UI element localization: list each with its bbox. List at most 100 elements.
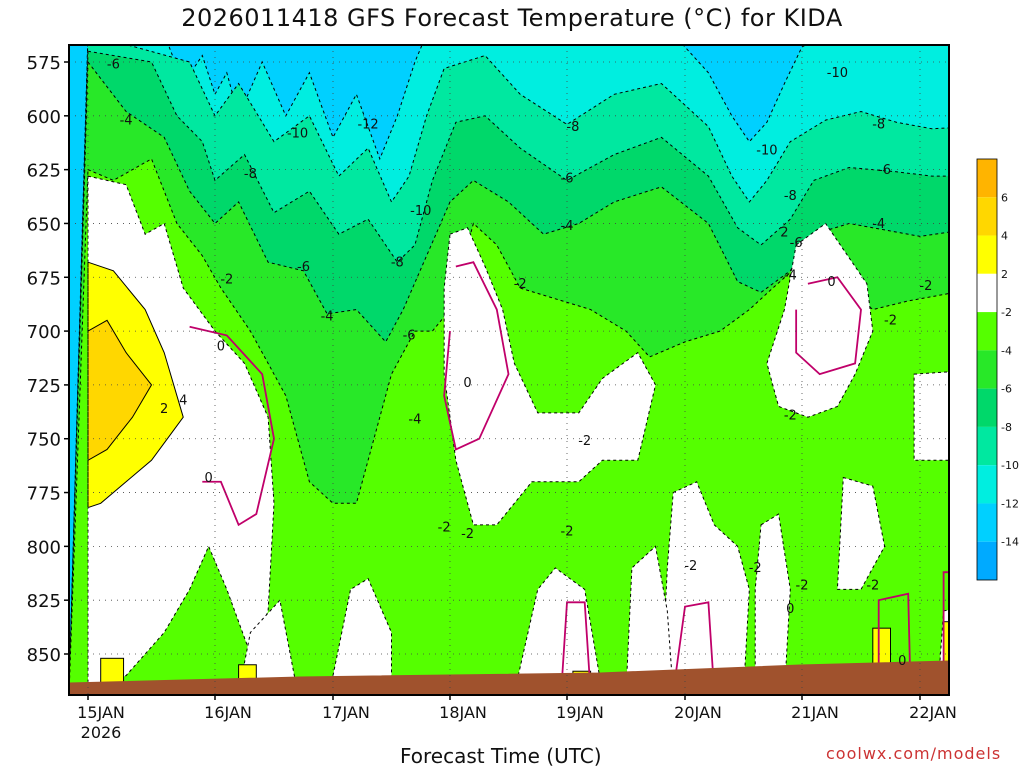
x-tick-label: 19JAN bbox=[556, 703, 604, 722]
contour-label: -4 bbox=[784, 268, 797, 283]
x-axis: 15JAN 16JAN 17JAN 18JAN 19JAN 20JAN 21JAN 22JAN… bbox=[77, 695, 957, 742]
y-axis: 575 600 625 650 675 700 725 750 775 800 825 850 bbox=[27, 53, 69, 666]
band-above-freezing-2 bbox=[766, 222, 874, 418]
colorbar-swatch bbox=[977, 350, 997, 389]
x-tick-label: 16JAN bbox=[204, 703, 252, 722]
colorbar-swatch bbox=[977, 503, 997, 542]
credit-link[interactable]: coolwx.com/models bbox=[826, 744, 1002, 763]
y-tick-label: 575 bbox=[27, 53, 61, 74]
contour-label: -6 bbox=[107, 57, 120, 72]
colorbar-swatch bbox=[977, 465, 997, 504]
colorbar-label: -2 bbox=[1001, 306, 1012, 319]
colorbar-swatch bbox=[977, 388, 997, 427]
contour-label: -6 bbox=[403, 329, 416, 344]
contour-label: 0 bbox=[786, 602, 794, 617]
y-tick-label: 625 bbox=[27, 161, 61, 182]
freezing-contour-6 bbox=[560, 601, 592, 693]
freezing-contour-4 bbox=[942, 571, 949, 693]
contour-label: -4 bbox=[561, 219, 574, 234]
contour-label: -2 bbox=[749, 561, 762, 576]
x-axis-title: Forecast Time (UTC) bbox=[400, 744, 602, 768]
contour-label: -2 bbox=[438, 520, 451, 535]
y-tick-label: 725 bbox=[27, 376, 61, 397]
x-tick-label: 21JAN bbox=[791, 703, 839, 722]
contour-label: -8 bbox=[244, 167, 257, 182]
x-tick-year-label: 2026 bbox=[81, 723, 122, 742]
contour-label: 0 bbox=[217, 339, 225, 354]
y-tick-label: 850 bbox=[27, 645, 61, 666]
y-tick-label: 750 bbox=[27, 430, 61, 451]
colorbar-label: -8 bbox=[1001, 421, 1012, 434]
contour-label: -4 bbox=[120, 113, 133, 128]
contour-label: -2 bbox=[514, 277, 527, 292]
colorbar-swatch bbox=[977, 197, 997, 236]
contour-label: -10 bbox=[756, 144, 777, 159]
freezing-contour-1 bbox=[443, 261, 510, 451]
contour-label: -8 bbox=[391, 256, 404, 271]
band-above-freezing-3 bbox=[913, 371, 949, 461]
y-tick-label: 825 bbox=[27, 591, 61, 612]
band-plus-4 bbox=[87, 319, 153, 462]
band-above-freezing-4 bbox=[660, 481, 750, 694]
colorbar-label: 2 bbox=[1001, 268, 1008, 281]
band-above-freezing-7 bbox=[332, 577, 392, 694]
y-tick-label: 800 bbox=[27, 537, 61, 558]
contour-label: -12 bbox=[357, 118, 378, 133]
colorbar-label: 4 bbox=[1001, 230, 1008, 243]
contour-label: -4 bbox=[321, 309, 334, 324]
contour-label: -6 bbox=[561, 172, 574, 187]
chart-title: 2026011418 GFS Forecast Temperature (°C)… bbox=[181, 4, 843, 32]
contour-label: -2 bbox=[866, 578, 879, 593]
plot-frame bbox=[68, 44, 950, 696]
colorbar-label: 6 bbox=[1001, 191, 1008, 204]
x-tick-label: 22JAN bbox=[909, 703, 957, 722]
x-tick-label: 15JAN bbox=[77, 703, 125, 722]
contour-label: -2 bbox=[561, 525, 574, 540]
contour-label: -10 bbox=[827, 66, 848, 81]
colorbar-frame bbox=[976, 158, 998, 581]
contour-label: 0 bbox=[205, 471, 213, 486]
contour-label: 0 bbox=[463, 376, 471, 391]
y-tick-label: 650 bbox=[27, 214, 61, 235]
y-tick-label: 775 bbox=[27, 484, 61, 505]
freezing-contour-5 bbox=[672, 601, 716, 693]
colorbar-swatch bbox=[977, 159, 997, 198]
colorbar: 6 4 2 -2 -4 -6 -8 -10 -12 -14 bbox=[976, 158, 1019, 581]
y-tick-label: 700 bbox=[27, 322, 61, 343]
contour-label: -2 bbox=[796, 578, 809, 593]
contour-label: 0 bbox=[827, 275, 835, 290]
contour-label: -2 bbox=[919, 279, 932, 294]
contour-label: -4 bbox=[408, 413, 421, 428]
x-tick-label: 20JAN bbox=[674, 703, 722, 722]
temperature-fill bbox=[69, 45, 949, 695]
freezing-contour-0 bbox=[189, 325, 275, 527]
grid-lines bbox=[69, 45, 949, 695]
contour-label: -2 bbox=[220, 273, 233, 288]
contour-label: -6 bbox=[297, 260, 310, 275]
colorbar-swatch bbox=[977, 235, 997, 274]
freezing-contour-3 bbox=[877, 592, 912, 693]
colorbar-swatch bbox=[977, 273, 997, 313]
contour-label: -8 bbox=[784, 189, 797, 204]
terrain bbox=[69, 660, 949, 695]
colorbar-swatch bbox=[977, 541, 997, 580]
y-tick-label: 675 bbox=[27, 268, 61, 289]
contour-label: -2 bbox=[461, 527, 474, 542]
x-tick-label: 18JAN bbox=[439, 703, 487, 722]
colorbar-label: -14 bbox=[1001, 536, 1019, 549]
colorbar-swatch bbox=[977, 312, 997, 351]
contour-label: 2 bbox=[160, 402, 168, 417]
colorbar-label: -10 bbox=[1001, 459, 1019, 472]
contour-label: -2 bbox=[784, 408, 797, 423]
contour-label: 2 bbox=[780, 225, 788, 240]
band-above-freezing-6 bbox=[836, 476, 886, 590]
colorbar-swatch bbox=[977, 426, 997, 466]
contour-label: -6 bbox=[878, 163, 891, 178]
contour-label: -8 bbox=[566, 120, 579, 135]
contour-label: -10 bbox=[410, 204, 431, 219]
colorbar-label: -12 bbox=[1001, 497, 1019, 510]
contour-label: -2 bbox=[578, 434, 591, 449]
contour-label: -4 bbox=[872, 217, 885, 232]
